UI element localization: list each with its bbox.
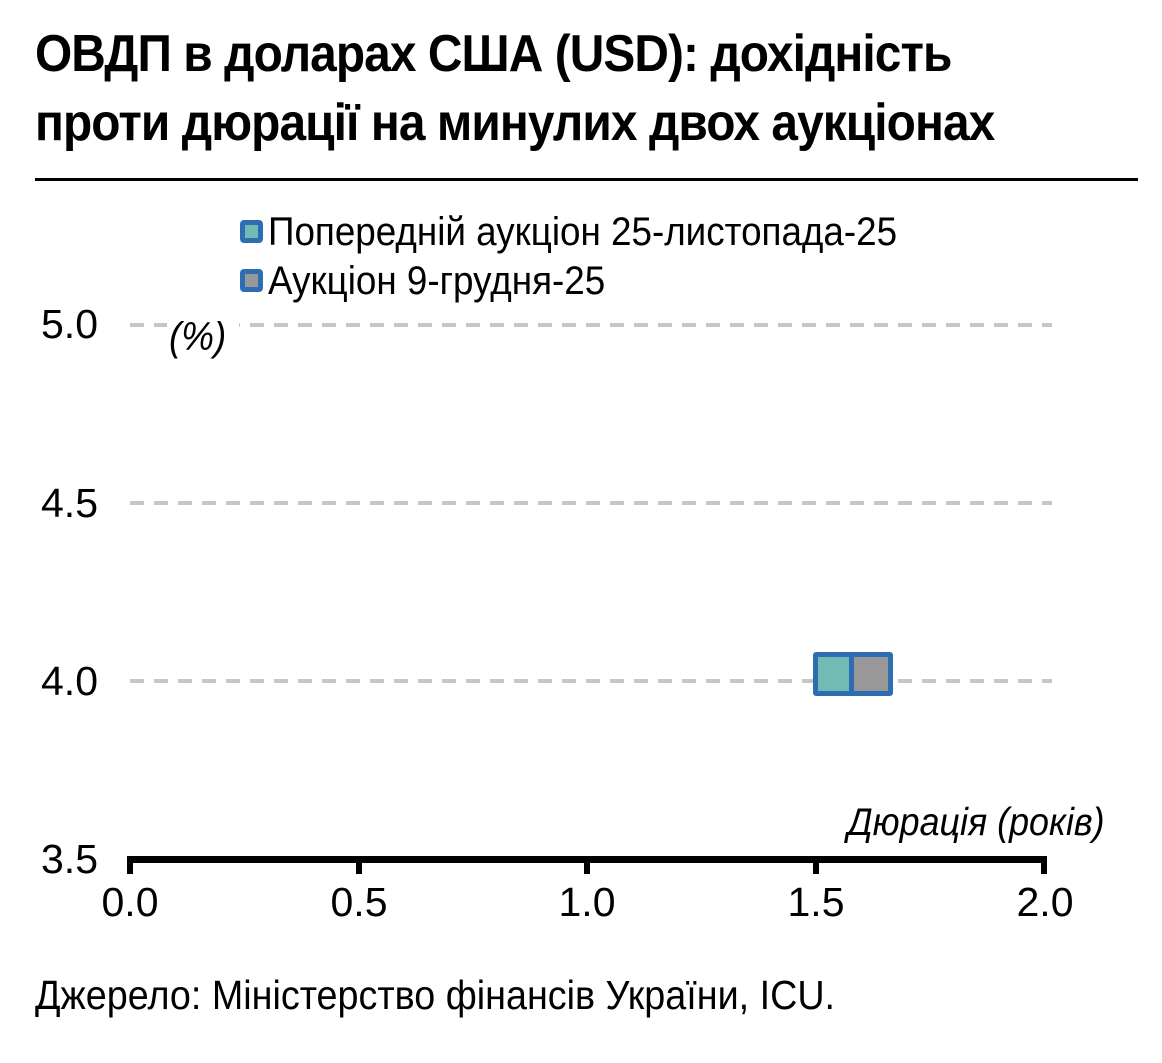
y-axis-tick-label-3-5: 3.5 (41, 836, 98, 882)
legend-swatch-current-auction-icon (240, 269, 263, 292)
y-axis-tick-label-4-0: 4.0 (41, 658, 98, 704)
legend-label-previous-auction: Попередній аукціон 25-листопада-25 (268, 209, 898, 254)
x-axis-tick-label-0-5: 0.5 (330, 879, 388, 925)
x-axis-tick-label-1-0: 1.0 (558, 879, 616, 925)
x-axis-title: Дюрація (років) (847, 801, 1105, 844)
chart-title-line-1: ОВДП в доларах США (USD): дохідність (35, 25, 952, 83)
y-axis-unit-label: (%) (169, 315, 227, 359)
x-axis-tick-2-0 (1041, 862, 1047, 874)
source-note: Джерело: Міністерство фінансів України, … (35, 972, 836, 1018)
y-axis-tick-label-5-0: 5.0 (41, 301, 98, 347)
x-axis-line (127, 856, 1047, 863)
legend-item-current-auction: Аукціон 9-грудня-25 (240, 256, 952, 305)
x-axis-tick-label-0-0: 0.0 (101, 879, 159, 925)
x-axis-tick-label-2-0: 2.0 (1016, 879, 1074, 925)
gridline-4-5 (130, 501, 1052, 505)
legend-item-previous-auction: Попередній аукціон 25-листопада-25 (240, 207, 952, 256)
legend-swatch-previous-auction-icon (240, 220, 263, 243)
x-axis-tick-label-1-5: 1.5 (787, 879, 845, 925)
title-divider (35, 178, 1138, 181)
gridline-4-0 (130, 679, 1052, 683)
x-axis-tick-0-0 (127, 862, 133, 874)
x-axis-tick-0-5 (356, 862, 362, 874)
x-axis-tick-1-5 (813, 862, 819, 874)
chart-title-line-2: проти дюрації на минулих двох аукціонах (35, 94, 995, 152)
gridline-5-0 (130, 323, 1052, 327)
chart-title: ОВДП в доларах США (USD): дохідність про… (35, 20, 1078, 158)
data-point-current-auction (849, 652, 894, 697)
legend-label-current-auction: Аукціон 9-грудня-25 (268, 258, 606, 303)
legend: Попередній аукціон 25-листопада-25 Аукці… (240, 207, 952, 305)
x-axis-tick-1-0 (584, 862, 590, 874)
y-axis-tick-label-4-5: 4.5 (41, 480, 98, 526)
